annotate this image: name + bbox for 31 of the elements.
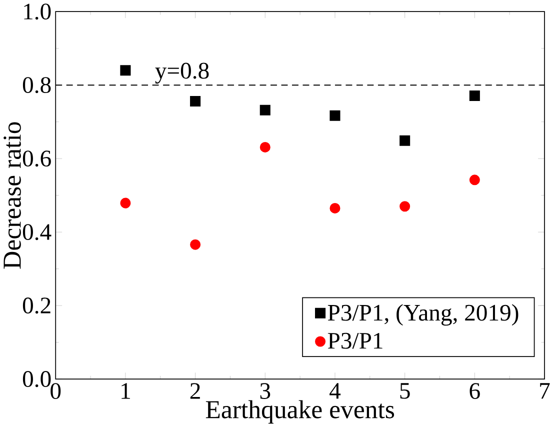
y-tick-label: 0.4 (22, 224, 52, 240)
legend-label: P3/P1 (328, 332, 382, 349)
y-tick-label: 1.0 (24, 4, 51, 20)
y-axis-title: Decrease ratio (4, 122, 21, 269)
y-tick-label: 0.6 (22, 150, 51, 167)
y-tick-label: 0.2 (22, 297, 50, 314)
point (260, 104, 270, 116)
point (400, 135, 410, 146)
y-tick-label: 0.0 (22, 370, 51, 388)
point (190, 96, 201, 106)
legend-label: P3/P1, (Yang, 2019) (328, 304, 518, 326)
point (469, 90, 480, 101)
x-tick-label: 4 (330, 383, 341, 399)
point (120, 65, 131, 76)
x-tick-label: 0 (50, 383, 61, 399)
x-tick-label: 2 (190, 383, 200, 399)
point (330, 202, 340, 214)
x-tick-label: 5 (400, 383, 410, 399)
x-tick-label: 7 (540, 383, 550, 398)
x-axis-title: Earthquake events (206, 400, 394, 424)
point (400, 201, 410, 212)
point (120, 198, 131, 208)
point (260, 142, 270, 152)
point (330, 110, 340, 121)
y-tick-label: 0.8 (22, 76, 51, 94)
ref-line-label: y=0.8 (155, 62, 209, 84)
x-tick-label: 1 (122, 383, 130, 399)
x-tick-label: 6 (470, 383, 480, 399)
point (190, 239, 201, 250)
point (469, 174, 480, 186)
x-tick-label: 3 (260, 383, 270, 399)
